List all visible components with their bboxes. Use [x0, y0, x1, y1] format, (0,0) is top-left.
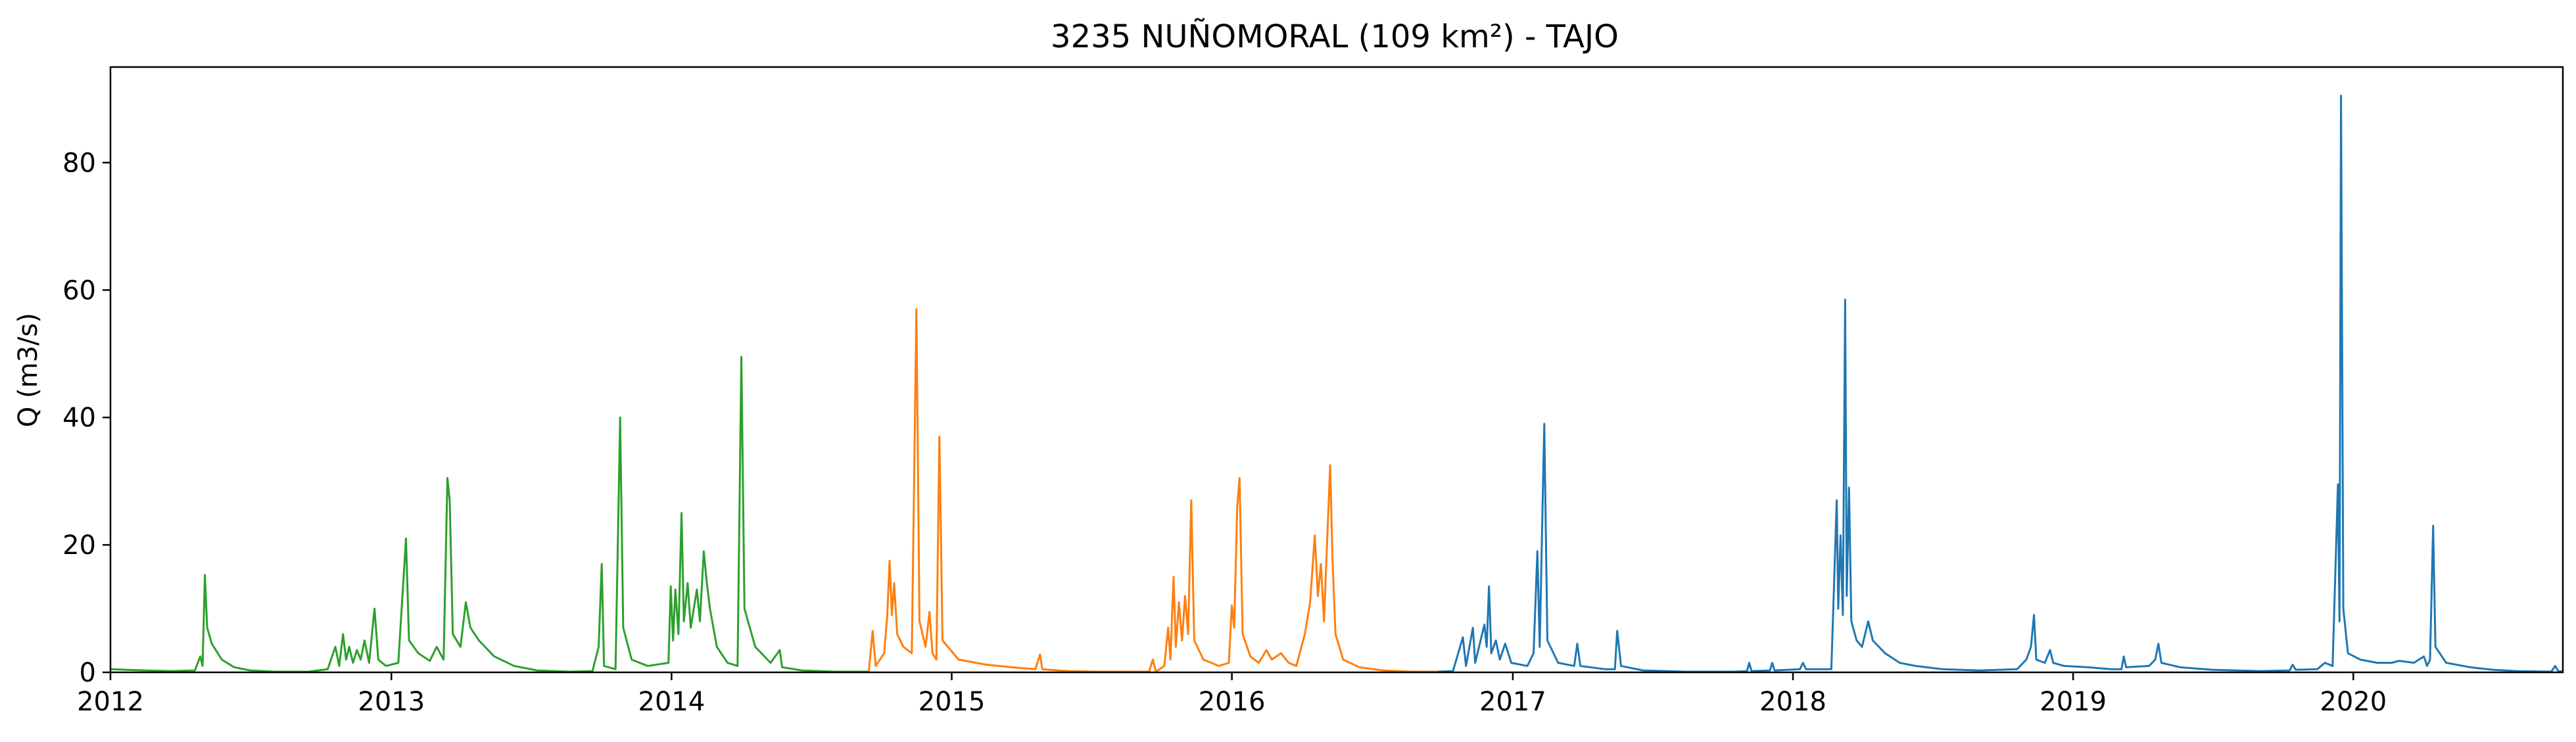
- y-axis-label: Q (m3/s): [13, 313, 43, 427]
- plot-frame: [109, 66, 2564, 674]
- y-tick-label-0: 0: [80, 658, 96, 688]
- x-tick-label-2020: 2020: [2320, 687, 2387, 717]
- x-tick-label-2015: 2015: [918, 687, 986, 717]
- series-line-2: [867, 308, 1438, 673]
- x-tick-label-2014: 2014: [638, 687, 705, 717]
- y-tick-label-40: 40: [62, 403, 96, 433]
- series-layer: [110, 95, 2564, 673]
- x-tick-label-2013: 2013: [358, 687, 425, 717]
- y-tick-label-60: 60: [62, 275, 96, 306]
- x-tick-label-2012: 2012: [77, 687, 144, 717]
- x-tick-label-2017: 2017: [1479, 687, 1546, 717]
- series-line-1: [110, 356, 869, 673]
- y-axis: 0 20 40 60 80: [62, 148, 110, 688]
- x-tick-label-2019: 2019: [2039, 687, 2107, 717]
- series-line-3: [1437, 95, 2564, 673]
- x-tick-label-2016: 2016: [1199, 687, 1266, 717]
- x-tick-label-2018: 2018: [1759, 687, 1826, 717]
- y-tick-label-80: 80: [62, 148, 96, 178]
- chart-title: 3235 NUÑOMORAL (109 km²) - TAJO: [1051, 18, 1619, 55]
- y-tick-label-20: 20: [62, 530, 96, 561]
- x-axis: 2012 2013 2014 2015 2016 2017 2018 2019 2020: [77, 672, 2387, 717]
